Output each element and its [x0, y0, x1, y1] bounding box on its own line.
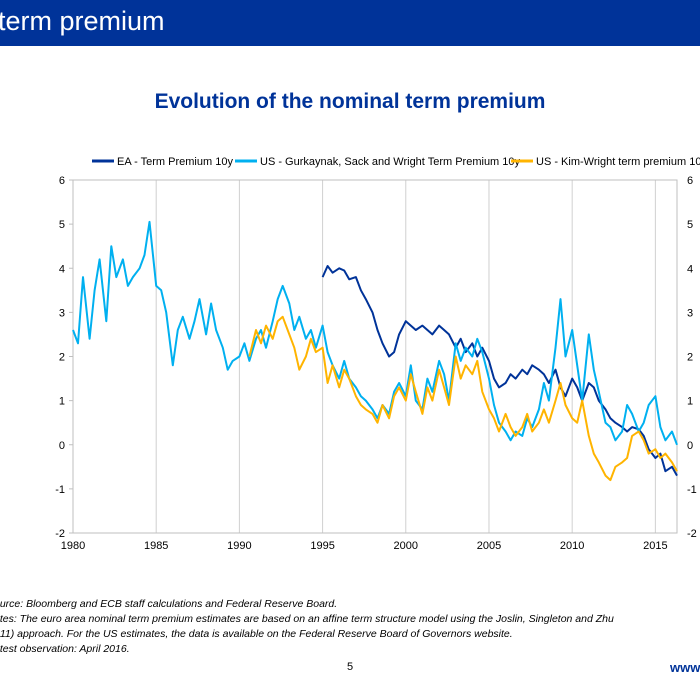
header-title: term premium: [0, 6, 165, 36]
y-tick-left-0: 0: [59, 440, 65, 452]
series-line-2: [248, 315, 678, 482]
footnotes: ource: Bloomberg and ECB staff calculati…: [0, 597, 700, 657]
legend-label-0: EA - Term Premium 10y: [117, 156, 233, 168]
footnote-source: ource: Bloomberg and ECB staff calculati…: [0, 598, 338, 610]
x-tick-2005: 2005: [477, 540, 501, 550]
y-tick-left--2: -2: [55, 528, 65, 540]
x-tick-1990: 1990: [227, 540, 251, 550]
y-tick-right-4: 4: [687, 263, 693, 275]
y-tick-right-3: 3: [687, 307, 693, 319]
page-number: 5: [346, 661, 354, 673]
y-tick-right--2: -2: [687, 528, 697, 540]
legend-label-1: US - Gurkaynak, Sack and Wright Term Pre…: [260, 156, 521, 168]
footnote-notes-2: 011) approach. For the US estimates, the…: [0, 628, 513, 640]
series-line-0: [321, 265, 678, 477]
y-tick-right-2: 2: [687, 352, 693, 364]
y-tick-right-5: 5: [687, 219, 693, 231]
legend-label-2: US - Kim-Wright term premium 10y: [536, 156, 700, 168]
x-tick-1980: 1980: [61, 540, 85, 550]
y-tick-left-3: 3: [59, 307, 65, 319]
footnote-latest: atest observation: April 2016.: [0, 643, 130, 655]
footnote-notes-1: otes: The euro area nominal term premium…: [0, 613, 614, 625]
y-tick-right-1: 1: [687, 396, 693, 408]
y-tick-right-0: 0: [687, 440, 693, 452]
y-tick-left-4: 4: [59, 263, 65, 275]
x-tick-2015: 2015: [643, 540, 667, 550]
y-tick-right--1: -1: [687, 484, 697, 496]
y-tick-left-1: 1: [59, 396, 65, 408]
series-line-1: [72, 220, 678, 446]
y-tick-left-2: 2: [59, 352, 65, 364]
term-premium-chart: -2 -2 -1 -1 0 0 1 1 2 2 3 3 4 4 5 5 6 6 1980 1985 1990 1995 20…: [55, 156, 700, 550]
x-tick-1995: 1995: [310, 540, 334, 550]
site-url[interactable]: www.e: [670, 660, 700, 675]
header-bar: term premium: [0, 0, 700, 46]
y-tick-left-6: 6: [59, 175, 65, 187]
y-tick-right-6: 6: [687, 175, 693, 187]
x-tick-2000: 2000: [394, 540, 418, 550]
x-tick-1985: 1985: [144, 540, 168, 550]
x-tick-2010: 2010: [560, 540, 584, 550]
chart-title: Evolution of the nominal term premium: [154, 90, 546, 113]
y-tick-left--1: -1: [55, 484, 65, 496]
y-tick-left-5: 5: [59, 219, 65, 231]
